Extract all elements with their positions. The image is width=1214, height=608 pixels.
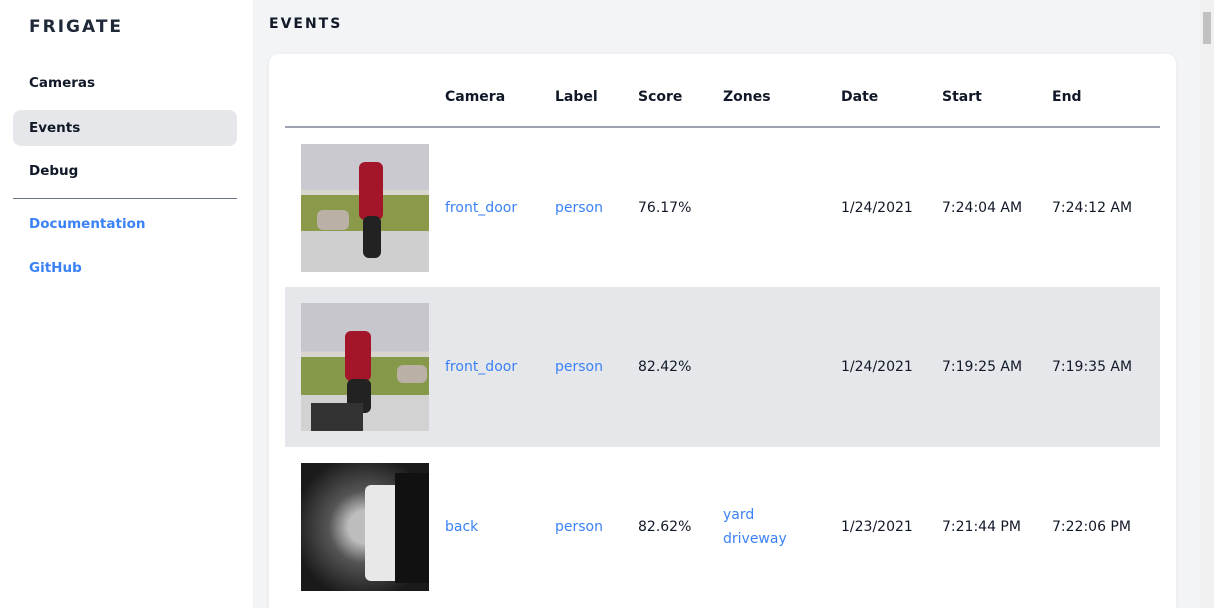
zone-link[interactable]: driveway bbox=[723, 531, 787, 547]
event-thumbnail[interactable] bbox=[301, 463, 429, 591]
col-end: End bbox=[1052, 54, 1160, 128]
scrollbar-thumb[interactable] bbox=[1203, 12, 1211, 44]
zones-cell: yard driveway bbox=[723, 447, 841, 607]
sidebar-item-cameras[interactable]: Cameras bbox=[29, 75, 96, 91]
cell-thumbnail bbox=[285, 127, 445, 287]
date-value: 1/23/2021 bbox=[841, 519, 913, 535]
brand-logo: FRIGATE bbox=[29, 17, 124, 37]
start-value: 7:21:44 PM bbox=[942, 519, 1021, 535]
end-value: 7:24:12 AM bbox=[1052, 199, 1133, 216]
col-camera: Camera bbox=[445, 54, 555, 128]
zones-cell bbox=[723, 127, 841, 287]
table-row[interactable]: front_door person 76.17% 1/24/2021 7:24:04 A… bbox=[285, 127, 1160, 287]
event-thumbnail[interactable] bbox=[301, 303, 429, 431]
events-table: Camera Label Score Zones Date Start End … bbox=[285, 54, 1160, 607]
cell-thumbnail bbox=[285, 287, 445, 447]
table-header: Camera Label Score Zones Date Start End bbox=[285, 54, 1160, 128]
date-value: 1/24/2021 bbox=[841, 199, 913, 216]
main-content: EVENTS Camera Label Score Zones Date Sta… bbox=[253, 0, 1200, 608]
sidebar-link-github[interactable]: GitHub bbox=[29, 260, 82, 276]
score-value: 82.62% bbox=[638, 519, 692, 535]
sidebar-item-debug[interactable]: Debug bbox=[29, 163, 79, 179]
scrollbar[interactable] bbox=[1200, 0, 1214, 608]
end-value: 7:19:35 AM bbox=[1052, 359, 1133, 375]
end-value: 7:22:06 PM bbox=[1052, 519, 1131, 535]
sidebar-divider bbox=[13, 198, 237, 199]
event-thumbnail[interactable] bbox=[301, 143, 429, 272]
sidebar-link-documentation[interactable]: Documentation bbox=[29, 216, 146, 232]
score-value: 82.42% bbox=[638, 359, 692, 375]
col-date: Date bbox=[841, 54, 942, 128]
col-thumbnail bbox=[285, 54, 445, 128]
start-value: 7:24:04 AM bbox=[942, 199, 1023, 216]
col-zones: Zones bbox=[723, 54, 841, 128]
start-value: 7:19:25 AM bbox=[942, 359, 1023, 375]
zone-link[interactable]: yard bbox=[723, 507, 755, 523]
label-link[interactable]: person bbox=[555, 519, 603, 535]
col-label: Label bbox=[555, 54, 638, 128]
table-row[interactable]: back person 82.62% yard driveway 1/23/2021 7:2… bbox=[285, 447, 1160, 607]
sidebar: FRIGATE Cameras Events Debug Documentati… bbox=[0, 0, 253, 608]
label-link[interactable]: person bbox=[555, 199, 603, 216]
events-card: Camera Label Score Zones Date Start End … bbox=[269, 54, 1176, 608]
col-start: Start bbox=[942, 54, 1052, 128]
zones-cell bbox=[723, 287, 841, 447]
cell-thumbnail bbox=[285, 447, 445, 607]
camera-link[interactable]: back bbox=[445, 519, 479, 535]
sidebar-item-events[interactable]: Events bbox=[13, 110, 237, 146]
score-value: 76.17% bbox=[638, 199, 692, 216]
label-link[interactable]: person bbox=[555, 359, 603, 375]
page-title: EVENTS bbox=[269, 16, 343, 32]
camera-link[interactable]: front_door bbox=[445, 199, 518, 216]
col-score: Score bbox=[638, 54, 723, 128]
table-row[interactable]: front_door person 82.42% 1/24/2021 7:19:25 A… bbox=[285, 287, 1160, 447]
camera-link[interactable]: front_door bbox=[445, 359, 518, 375]
date-value: 1/24/2021 bbox=[841, 359, 913, 375]
